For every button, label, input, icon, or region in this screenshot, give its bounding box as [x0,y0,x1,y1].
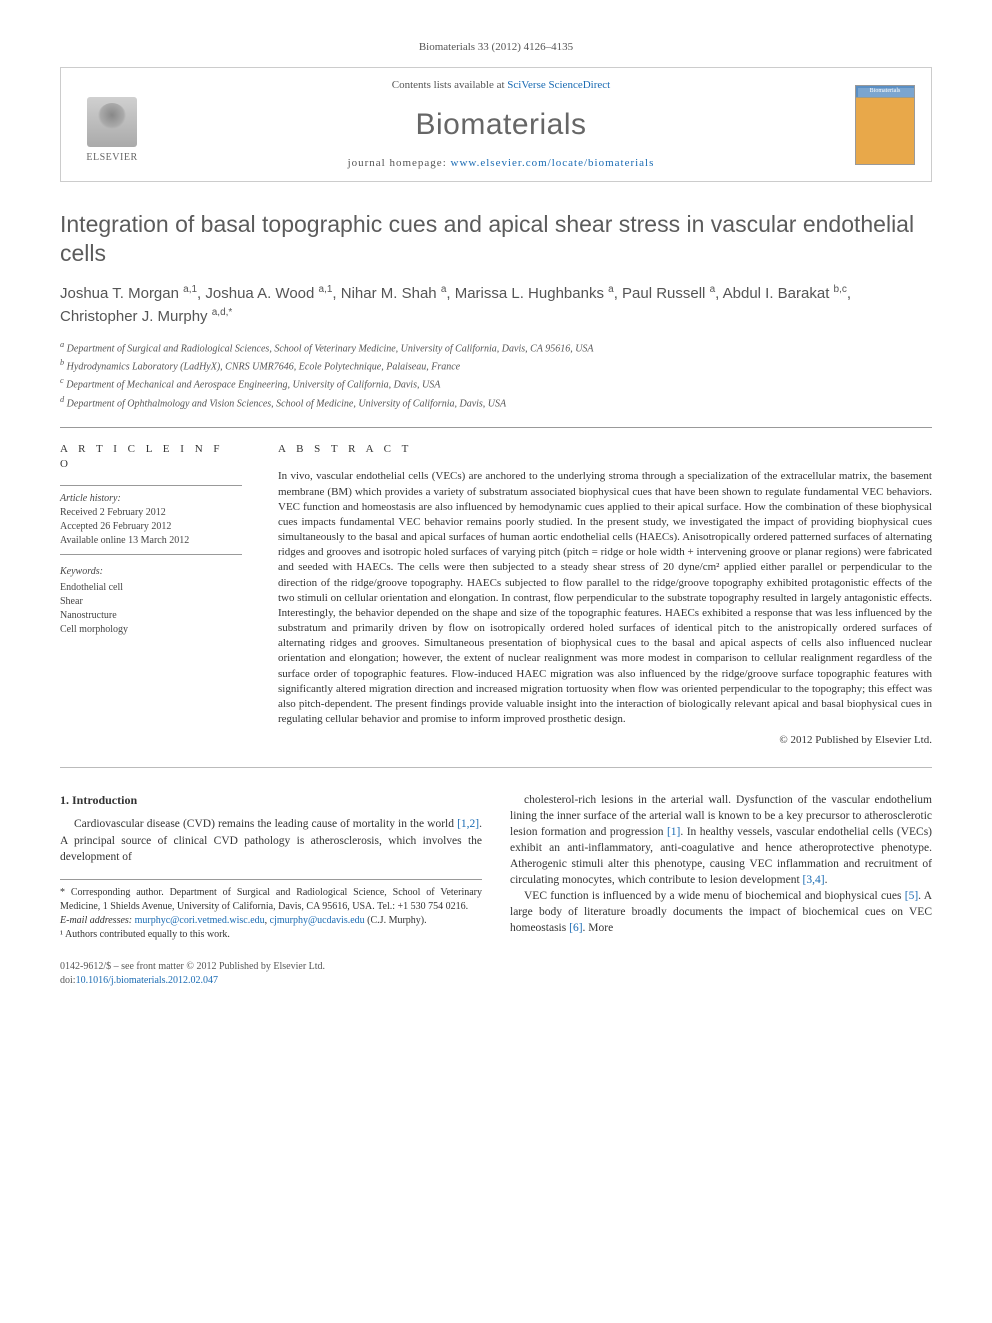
intro-paragraph-left: Cardiovascular disease (CVD) remains the… [60,816,482,864]
doi-prefix: doi: [60,975,76,986]
homepage-line: journal homepage: www.elsevier.com/locat… [157,156,845,171]
article-info: A R T I C L E I N F O Article history: R… [60,428,260,767]
abstract-heading: A B S T R A C T [278,442,932,457]
abstract-text: In vivo, vascular endothelial cells (VEC… [278,469,932,727]
article-history: Article history: Received 2 February 201… [60,485,242,555]
keywords-label: Keywords: [60,565,242,579]
email-link-1[interactable]: murphyc@cori.vetmed.wisc.edu [135,915,265,926]
contents-prefix: Contents lists available at [392,79,507,91]
doi-link[interactable]: 10.1016/j.biomaterials.2012.02.047 [76,975,219,986]
history-online: Available online 13 March 2012 [60,534,242,548]
article-info-heading: A R T I C L E I N F O [60,442,242,473]
corresponding-author-note: * Corresponding author. Department of Su… [60,886,482,914]
author-list: Joshua T. Morgan a,1, Joshua A. Wood a,1… [60,282,932,329]
scidirect-link[interactable]: SciVerse ScienceDirect [507,79,610,91]
doi-line: doi:10.1016/j.biomaterials.2012.02.047 [60,974,932,988]
affiliation-item: c Department of Mechanical and Aerospace… [60,375,932,392]
history-accepted: Accepted 26 February 2012 [60,520,242,534]
equal-contribution-note: ¹ Authors contributed equally to this wo… [60,928,482,942]
affiliation-item: a Department of Surgical and Radiologica… [60,339,932,356]
abstract: A B S T R A C T In vivo, vascular endoth… [260,428,932,767]
publisher-logo: ELSEVIER [77,85,147,165]
email-label: E-mail addresses: [60,915,132,926]
email-suffix: (C.J. Murphy). [367,915,426,926]
journal-name: Biomaterials [157,104,845,146]
journal-header: ELSEVIER Contents lists available at Sci… [60,67,932,182]
history-received: Received 2 February 2012 [60,506,242,520]
intro-paragraph-right-2: VEC function is influenced by a wide men… [510,888,932,936]
email-link-2[interactable]: cjmurphy@ucdavis.edu [270,915,365,926]
section-heading-intro: 1. Introduction [60,792,482,809]
affiliations: a Department of Surgical and Radiologica… [60,339,932,411]
history-label: Article history: [60,492,242,506]
contents-available-line: Contents lists available at SciVerse Sci… [157,78,845,93]
footnotes: * Corresponding author. Department of Su… [60,879,482,942]
affiliation-item: d Department of Ophthalmology and Vision… [60,394,932,411]
bottom-meta: 0142-9612/$ – see front matter © 2012 Pu… [60,960,932,988]
publisher-name: ELSEVIER [86,151,137,165]
right-column: cholesterol-rich lesions in the arterial… [510,792,932,942]
abstract-copyright: © 2012 Published by Elsevier Ltd. [278,733,932,748]
homepage-link[interactable]: www.elsevier.com/locate/biomaterials [451,157,655,169]
left-column: 1. Introduction Cardiovascular disease (… [60,792,482,942]
email-line: E-mail addresses: murphyc@cori.vetmed.wi… [60,914,482,928]
citation-line: Biomaterials 33 (2012) 4126–4135 [60,40,932,55]
info-abstract-block: A R T I C L E I N F O Article history: R… [60,427,932,768]
keyword-item: Shear [60,595,242,609]
elsevier-tree-icon [87,97,137,147]
journal-cover-thumb: Biomaterials [855,85,915,165]
front-matter-line: 0142-9612/$ – see front matter © 2012 Pu… [60,960,932,974]
keyword-item: Endothelial cell [60,581,242,595]
intro-paragraph-right-1: cholesterol-rich lesions in the arterial… [510,792,932,889]
affiliation-item: b Hydrodynamics Laboratory (LadHyX), CNR… [60,357,932,374]
homepage-prefix: journal homepage: [348,157,451,169]
keywords-block: Keywords: Endothelial cellShearNanostruc… [60,565,242,637]
article-title: Integration of basal topographic cues an… [60,210,932,268]
keyword-item: Cell morphology [60,623,242,637]
page-container: Biomaterials 33 (2012) 4126–4135 ELSEVIE… [0,0,992,1028]
cover-label: Biomaterials [856,87,914,95]
keyword-item: Nanostructure [60,609,242,623]
body-columns: 1. Introduction Cardiovascular disease (… [60,792,932,942]
